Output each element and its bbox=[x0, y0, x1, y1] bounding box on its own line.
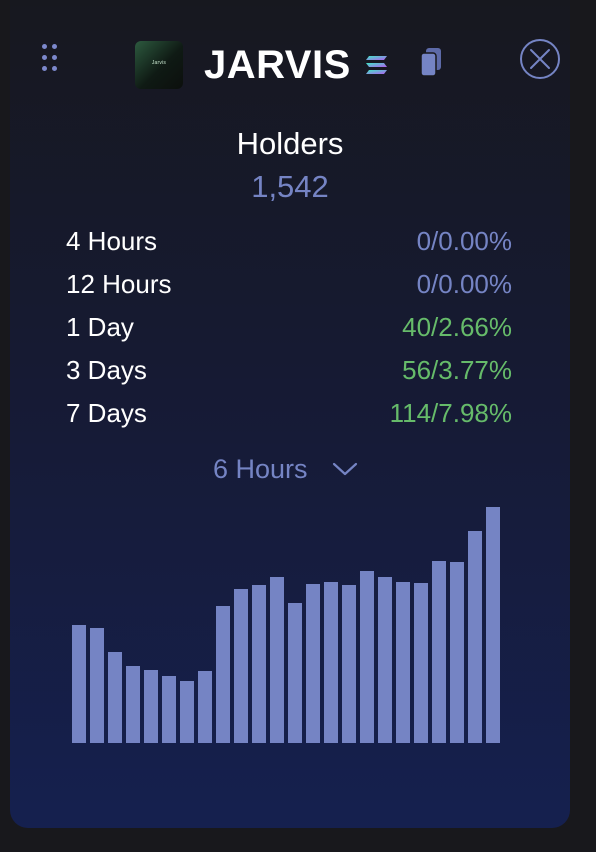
holders-title: Holders bbox=[236, 126, 344, 161]
time-range-dropdown[interactable]: 6 Hours bbox=[213, 450, 358, 488]
solana-icon bbox=[366, 56, 387, 74]
stat-row-12h: 12 Hours 0/0.00% bbox=[66, 269, 512, 312]
stat-row-7d: 7 Days 114/7.98% bbox=[66, 398, 512, 441]
stat-label: 4 Hours bbox=[66, 226, 158, 256]
stat-value: 0/0.00% bbox=[416, 226, 512, 256]
stat-label: 7 Days bbox=[66, 398, 147, 428]
stat-label: 3 Days bbox=[66, 355, 147, 385]
chart-bar bbox=[396, 582, 410, 743]
stat-row-1d: 1 Day 40/2.66% bbox=[66, 312, 512, 355]
stat-row-4h: 4 Hours 0/0.00% bbox=[66, 226, 512, 269]
chart-bar bbox=[414, 583, 428, 743]
chart-bar bbox=[252, 585, 266, 743]
chart-bar bbox=[126, 666, 140, 743]
chart-bar bbox=[360, 571, 374, 743]
header: Jarvis JARVIS bbox=[0, 0, 596, 100]
drag-handle-icon[interactable] bbox=[40, 42, 60, 74]
chart-bar bbox=[270, 577, 284, 743]
holders-count: 1,542 bbox=[251, 169, 329, 204]
chart-bar bbox=[162, 676, 176, 743]
chart-bar bbox=[234, 589, 248, 743]
copy-icon[interactable] bbox=[420, 47, 442, 77]
chart-bar bbox=[342, 585, 356, 743]
holders-bar-chart bbox=[72, 507, 500, 743]
stat-value: 56/3.77% bbox=[402, 355, 512, 385]
stat-label: 12 Hours bbox=[66, 269, 172, 299]
chart-bar bbox=[432, 561, 446, 743]
chart-bar bbox=[288, 603, 302, 743]
chart-bar bbox=[378, 577, 392, 743]
logo-text: Jarvis bbox=[151, 60, 167, 66]
jarvis-logo: Jarvis bbox=[135, 41, 183, 89]
chevron-down-icon bbox=[332, 462, 357, 476]
chart-bar bbox=[198, 671, 212, 743]
chart-bar bbox=[72, 625, 86, 743]
stat-row-3d: 3 Days 56/3.77% bbox=[66, 355, 512, 398]
chart-bar bbox=[468, 531, 482, 743]
close-circle-icon[interactable] bbox=[519, 38, 561, 80]
chart-bar bbox=[216, 606, 230, 743]
chart-bar bbox=[486, 507, 500, 743]
time-range-label: 6 Hours bbox=[213, 453, 308, 484]
chart-bar bbox=[90, 628, 104, 743]
stat-label: 1 Day bbox=[66, 312, 134, 342]
chart-bar bbox=[108, 652, 122, 743]
stat-value: 40/2.66% bbox=[402, 312, 512, 342]
holder-change-stats: 4 Hours 0/0.00% 12 Hours 0/0.00% 1 Day 4… bbox=[66, 226, 512, 441]
chart-bar bbox=[144, 670, 158, 743]
stat-value: 114/7.98% bbox=[389, 398, 512, 428]
chart-bar bbox=[306, 584, 320, 743]
chart-bar bbox=[450, 562, 464, 743]
token-name: JARVIS bbox=[204, 43, 351, 87]
chart-bar bbox=[180, 681, 194, 743]
chart-bar bbox=[324, 582, 338, 743]
stat-value: 0/0.00% bbox=[416, 269, 512, 299]
